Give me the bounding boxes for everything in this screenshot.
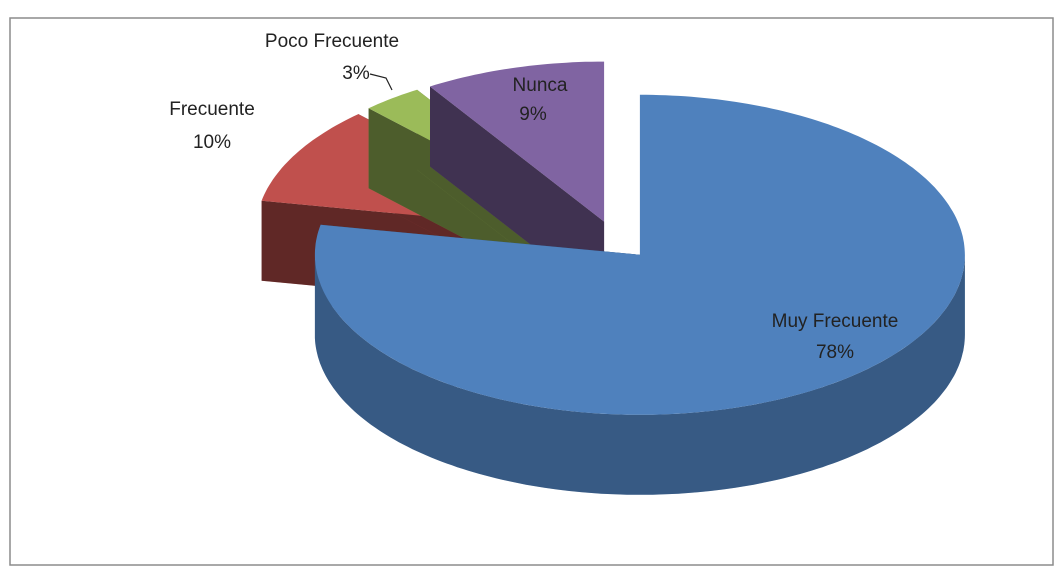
slice xyxy=(314,94,965,415)
slice-shade xyxy=(314,254,965,495)
slice-label: Poco Frecuente xyxy=(265,31,399,52)
value-label: 9% xyxy=(519,104,547,125)
slice-label: Frecuente xyxy=(169,99,255,120)
slice-wall xyxy=(314,254,965,495)
value-label: 78% xyxy=(816,342,854,363)
value-label: 3% xyxy=(342,63,370,84)
slice-label: Muy Frecuente xyxy=(772,311,899,332)
value-label: 10% xyxy=(193,132,231,153)
slice xyxy=(430,61,605,222)
slice-label: Nunca xyxy=(513,75,568,96)
leader-line xyxy=(369,73,393,91)
